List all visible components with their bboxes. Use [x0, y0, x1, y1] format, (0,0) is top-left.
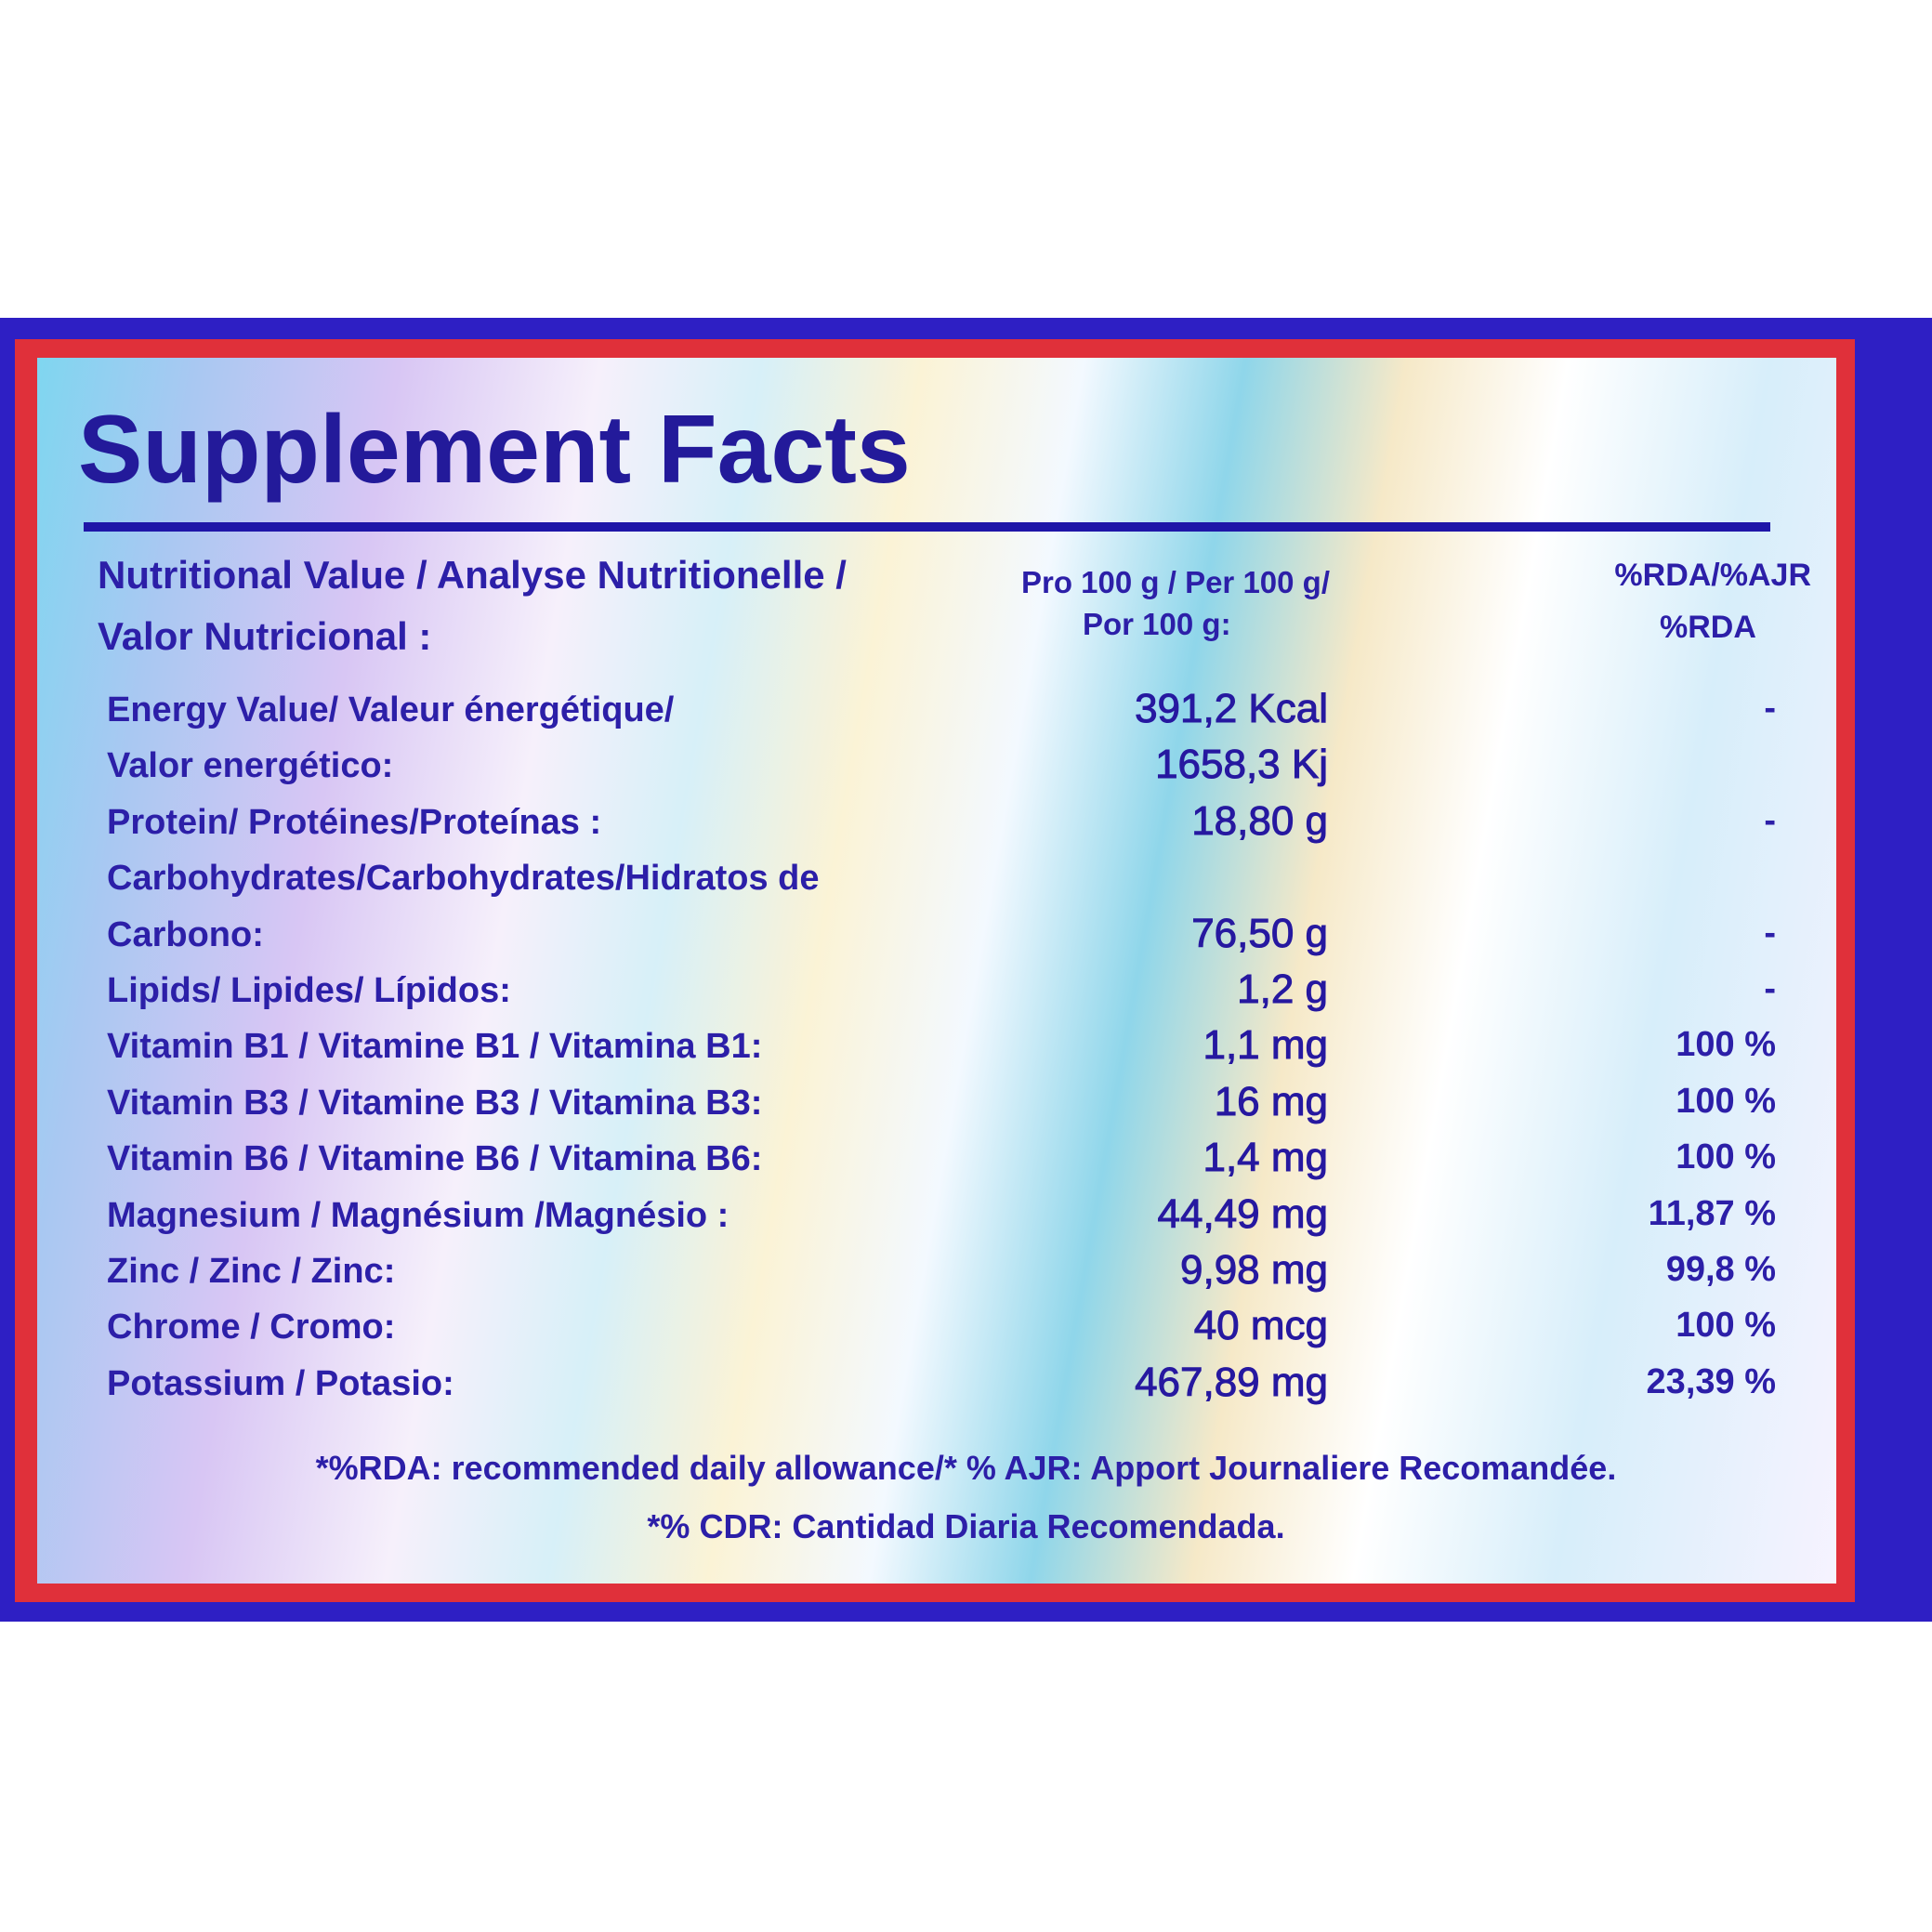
header-rda: %RDA: [1660, 610, 1756, 645]
row-value: 391,2 Kcal: [1135, 686, 1329, 731]
row-label: Carbohydrates/Carbohydrates/Hidratos de: [107, 859, 820, 899]
row-value: 1,1 mg: [1203, 1022, 1329, 1069]
row-value: 1,4 mg: [1203, 1135, 1329, 1181]
row-rda: -: [1764, 689, 1776, 728]
row-value: 44,49 mg: [1157, 1190, 1328, 1237]
row-rda: 11,87 %: [1648, 1193, 1776, 1233]
header-per: Por 100 g:: [1083, 607, 1231, 641]
header-nutrition: Valor Nutricional :: [98, 614, 432, 658]
row-label: Potassium / Potasio:: [107, 1363, 454, 1403]
row-label: Zinc / Zinc / Zinc:: [107, 1252, 396, 1291]
title-rule: [84, 522, 1770, 532]
row-rda: -: [1764, 969, 1776, 1008]
row-label: Protein/ Protéines/Proteínas :: [107, 802, 602, 842]
row-value: 9,98 mg: [1180, 1247, 1329, 1293]
row-label: Carbono:: [107, 914, 264, 954]
row-label: Lipids/ Lipides/ Lípidos:: [107, 971, 511, 1010]
footer-note: *% CDR: Cantidad Diaria Recomendada.: [647, 1507, 1285, 1545]
row-label: Chrome / Cromo:: [107, 1308, 396, 1347]
row-value: 1658,3 Kj: [1155, 742, 1329, 788]
header-nutrition: Nutritional Value / Analyse Nutritionell…: [98, 553, 847, 597]
row-label: Vitamin B6 / Vitamine B6 / Vitamina B6:: [107, 1139, 763, 1179]
row-value: 18,80 g: [1191, 797, 1329, 844]
header-per: Pro 100 g / Per 100 g/: [1021, 565, 1330, 599]
row-label: Vitamin B3 / Vitamine B3 / Vitamina B3:: [107, 1083, 763, 1123]
footer-note: *%RDA: recommended daily allowance/* % A…: [315, 1449, 1617, 1487]
title: Supplement Facts: [78, 396, 911, 504]
row-rda: 100 %: [1676, 1306, 1776, 1346]
row-value: 76,50 g: [1191, 910, 1329, 956]
row-rda: -: [1764, 913, 1776, 953]
row-rda: 23,39 %: [1646, 1361, 1776, 1401]
row-label: Valor energético:: [107, 746, 394, 786]
row-rda: 100 %: [1676, 1025, 1776, 1065]
row-rda: 100 %: [1676, 1137, 1776, 1177]
row-rda: 100 %: [1676, 1081, 1776, 1121]
row-value: 1,2 g: [1237, 966, 1329, 1012]
header-rda: %RDA/%AJR: [1614, 558, 1811, 593]
row-value: 16 mg: [1214, 1078, 1328, 1124]
row-value: 40 mcg: [1193, 1303, 1328, 1349]
row-label: Energy Value/ Valeur énergétique/: [107, 690, 675, 729]
row-value: 467,89 mg: [1135, 1359, 1329, 1405]
row-label: Vitamin B1 / Vitamine B1 / Vitamina B1:: [107, 1027, 763, 1067]
row-rda: -: [1764, 800, 1776, 840]
row-rda: 99,8 %: [1665, 1250, 1776, 1289]
row-label: Magnesium / Magnésium /Magnésio :: [107, 1195, 729, 1235]
label-panel: [37, 358, 1836, 1584]
